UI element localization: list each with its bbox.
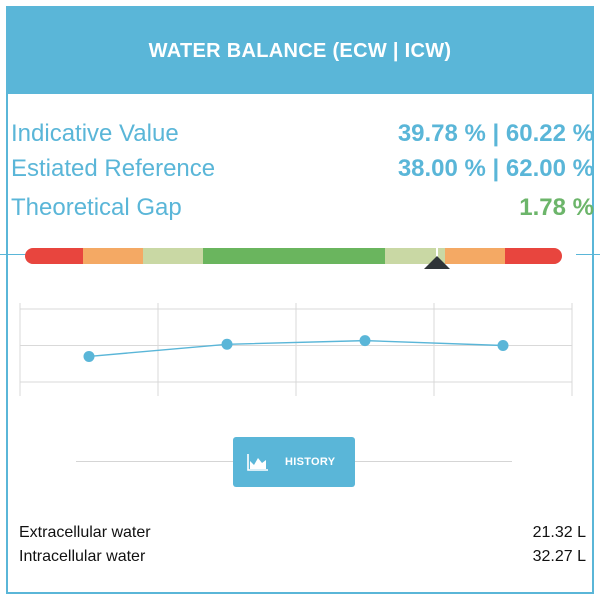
gauge-segment-4	[203, 248, 385, 264]
chart-point-1	[83, 350, 95, 362]
water-label: Intracellular water	[19, 548, 146, 565]
metric-label: Estiated Reference	[11, 155, 216, 182]
gauge-segment-1	[25, 248, 83, 264]
gauge-segment-3	[143, 248, 204, 264]
chart-point-3	[359, 335, 371, 347]
card-title: WATER BALANCE (ECW | ICW)	[148, 39, 452, 62]
gauge-segment-2	[82, 248, 144, 264]
water-value: 32.27 L	[532, 548, 586, 565]
gauge-pointer-icon	[424, 256, 451, 269]
water-row-intracellular: Intracellular water 32.27 L	[19, 548, 586, 566]
gauge-segment-6	[444, 248, 506, 264]
metric-label: Theoretical Gap	[11, 194, 182, 221]
metric-label: Indicative Value	[11, 120, 179, 147]
history-button[interactable]: HISTORY	[233, 437, 355, 487]
gauge-marker	[436, 242, 439, 264]
metric-value: 38.00 % | 62.00 %	[397, 155, 594, 182]
water-label: Extracellular water	[19, 524, 151, 541]
gauge-divider-left	[0, 254, 28, 255]
metric-row-indicative: Indicative Value 39.78 % | 60.22 %	[11, 120, 594, 148]
history-button-label: HISTORY	[285, 456, 336, 468]
metric-row-reference: Estiated Reference 38.00 % | 62.00 %	[11, 155, 594, 183]
card-header: WATER BALANCE (ECW | ICW)	[8, 8, 592, 94]
balance-gauge	[25, 248, 562, 264]
metric-value: 39.78 % | 60.22 %	[397, 120, 594, 147]
water-row-extracellular: Extracellular water 21.32 L	[19, 524, 586, 542]
water-value: 21.32 L	[532, 524, 586, 541]
chart-point-2	[221, 338, 233, 350]
metric-value: 1.78 %	[519, 194, 594, 221]
gauge-segment-7	[505, 248, 562, 264]
water-balance-card: WATER BALANCE (ECW | ICW)	[6, 6, 594, 594]
chart-series-line	[88, 339, 504, 358]
metric-row-gap: Theoretical Gap 1.78 %	[11, 194, 594, 222]
area-chart-icon	[247, 454, 268, 471]
gauge-divider-right	[576, 254, 600, 255]
chart-point-4	[497, 340, 509, 351]
